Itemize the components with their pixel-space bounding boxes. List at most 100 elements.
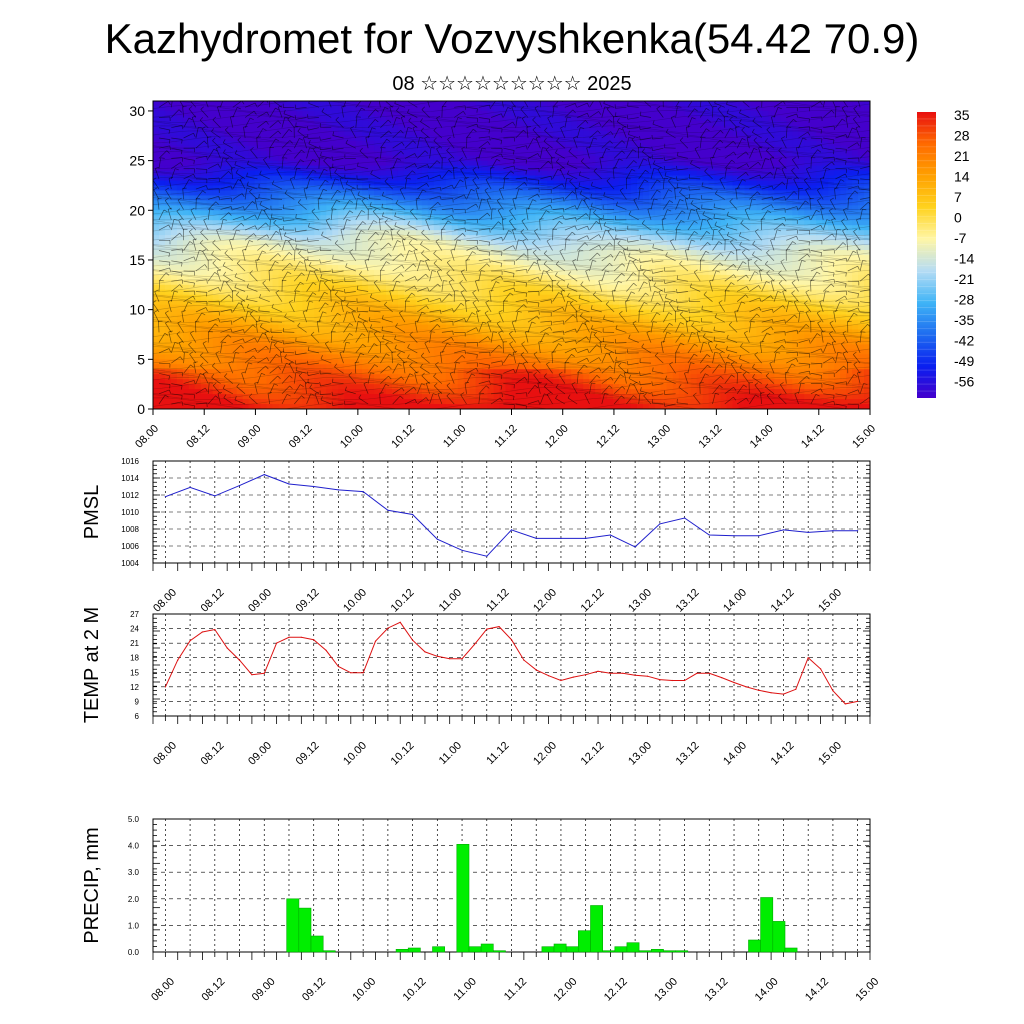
heatmap-cell (595, 210, 602, 216)
heatmap-cell (529, 384, 536, 390)
heatmap-cell (547, 185, 554, 192)
heatmap-cell (493, 299, 501, 306)
heatmap-cell (505, 339, 513, 346)
heatmap-cell (499, 170, 507, 177)
heatmap-cell (230, 220, 238, 226)
heatmap-cell (338, 399, 345, 405)
heatmap-cell (320, 404, 327, 409)
heatmap-cell (499, 120, 507, 127)
heatmap-cell (236, 404, 244, 409)
heatmap-cell (386, 279, 393, 286)
heatmap-cell (260, 135, 268, 142)
heatmap-cell (583, 404, 590, 409)
heatmap-cell (242, 250, 250, 256)
heatmap-cell (164, 105, 172, 112)
heatmap-cell (481, 215, 489, 221)
heatmap-cell (362, 399, 369, 405)
heatmap-cell (326, 255, 333, 261)
heatmap-cell (469, 339, 477, 346)
heatmap-cell (356, 404, 363, 409)
heatmap-cell (314, 344, 321, 350)
heatmap-cell (625, 245, 632, 251)
heatmap-cell (212, 115, 220, 122)
heatmap-cell (260, 334, 268, 341)
heatmap-cell (601, 210, 608, 216)
heatmap-cell (236, 359, 244, 365)
heatmap-cell (254, 354, 262, 360)
heatmap-cell (487, 235, 495, 241)
heatmap-cell (583, 190, 590, 196)
heatmap-cell (332, 225, 339, 231)
heatmap-cell (224, 110, 232, 117)
heatmap-cell (254, 225, 262, 231)
heatmap-cell (218, 374, 226, 380)
heatmap-cell (296, 230, 303, 236)
heatmap-cell (153, 374, 160, 380)
heatmap-cell (409, 354, 417, 360)
heatmap-cell (302, 294, 309, 301)
heatmap-cell (338, 334, 345, 341)
heatmap-cell (284, 309, 292, 316)
heatmap-cell (397, 334, 405, 341)
heatmap-cell (386, 125, 393, 132)
heatmap-cell (559, 190, 566, 196)
heatmap-cell (427, 185, 435, 192)
heatmap-cell (314, 125, 321, 132)
heatmap-cell (547, 190, 554, 196)
heatmap-cell (362, 284, 369, 291)
heatmap-cell (212, 140, 220, 147)
heatmap-cell (206, 264, 214, 271)
heatmap-cell (236, 354, 244, 360)
heatmap-cell (368, 284, 375, 291)
heatmap-cell (266, 364, 274, 370)
heatmap-cell (296, 329, 303, 336)
heatmap-cell (433, 180, 441, 187)
heatmap-cell (242, 240, 250, 246)
heatmap-cell (529, 359, 536, 365)
heatmap-cell (565, 354, 572, 360)
heatmap-cell (631, 200, 638, 206)
heatmap-cell (517, 110, 525, 117)
heatmap-cell (397, 185, 405, 192)
heatmap-cell (386, 255, 393, 261)
heatmap-cell (158, 399, 166, 405)
heatmap-cell (302, 369, 309, 375)
heatmap-cell (571, 185, 578, 192)
heatmap-cell (230, 344, 238, 350)
heatmap-cell (302, 284, 309, 291)
heatmap-cell (278, 334, 286, 341)
heatmap-cell (374, 259, 381, 266)
heatmap-cell (272, 225, 280, 231)
heatmap-cell (433, 399, 441, 405)
heatmap-cell (170, 269, 178, 276)
heatmap-cell (386, 304, 393, 311)
heatmap-cell (236, 160, 244, 167)
heatmap-cell (475, 309, 483, 316)
heatmap-cell (356, 379, 363, 385)
heatmap-cell (153, 115, 160, 122)
heatmap-cell (344, 220, 351, 226)
heatmap-cell (320, 120, 327, 127)
heatmap-cell (260, 324, 268, 331)
heatmap-cell (320, 235, 327, 241)
heatmap-cell (236, 269, 244, 276)
heatmap-cell (374, 165, 381, 172)
heatmap-cell (338, 394, 345, 400)
heatmap-cell (619, 235, 626, 241)
heatmap-cell (415, 384, 423, 390)
heatmap-cell (290, 200, 297, 206)
heatmap-cell (224, 115, 232, 122)
heatmap-cell (290, 389, 297, 395)
heatmap-cell (260, 200, 268, 206)
heatmap-cell (505, 215, 513, 221)
heatmap-cell (308, 180, 315, 187)
heatmap-cell (439, 245, 447, 251)
heatmap-cell (607, 279, 614, 286)
heatmap-cell (164, 329, 172, 336)
heatmap-cell (415, 324, 423, 331)
heatmap-cell (242, 135, 250, 142)
heatmap-cell (332, 359, 339, 365)
heatmap-cell (362, 309, 369, 316)
heatmap-cell (272, 324, 280, 331)
heatmap-cell (427, 130, 435, 137)
